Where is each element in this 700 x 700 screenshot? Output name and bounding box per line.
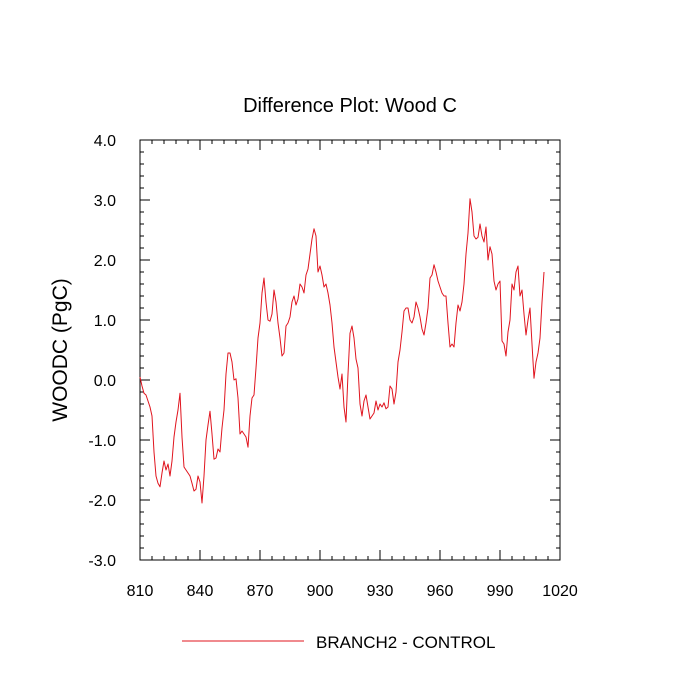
y-tick-label: -3.0 <box>88 553 116 570</box>
series-line <box>139 198 545 504</box>
x-tick-label: 990 <box>487 583 514 600</box>
series-group <box>139 198 545 504</box>
legend: BRANCH2 - CONTROL <box>182 633 495 652</box>
x-tick-label: 1020 <box>542 583 578 600</box>
legend-label: BRANCH2 - CONTROL <box>316 633 495 652</box>
chart-title: Difference Plot: Wood C <box>243 95 457 117</box>
y-tick-label: 4.0 <box>94 133 116 150</box>
y-tick-label: 2.0 <box>94 253 116 270</box>
x-tick-label: 840 <box>187 583 214 600</box>
y-tick-label: 1.0 <box>94 313 116 330</box>
plot-area <box>139 139 561 561</box>
x-tick-label: 930 <box>367 583 394 600</box>
y-tick-label: -1.0 <box>88 433 116 450</box>
y-tick-label: 3.0 <box>94 193 116 210</box>
y-tick-label: 0.0 <box>94 373 116 390</box>
x-axis-ticks: 810 840 870 900 930 960 990 1020 <box>127 140 578 600</box>
x-tick-label: 810 <box>127 583 154 600</box>
x-tick-label: 870 <box>247 583 274 600</box>
y-tick-label: -2.0 <box>88 493 116 510</box>
plot-frame <box>139 139 561 561</box>
y-axis-label: WOODC (PgC) <box>49 278 72 422</box>
x-tick-label: 960 <box>427 583 454 600</box>
y-axis-ticks: -3.0 -2.0 -1.0 0.0 1.0 2.0 3.0 4.0 <box>88 133 560 570</box>
x-tick-label: 900 <box>307 583 334 600</box>
